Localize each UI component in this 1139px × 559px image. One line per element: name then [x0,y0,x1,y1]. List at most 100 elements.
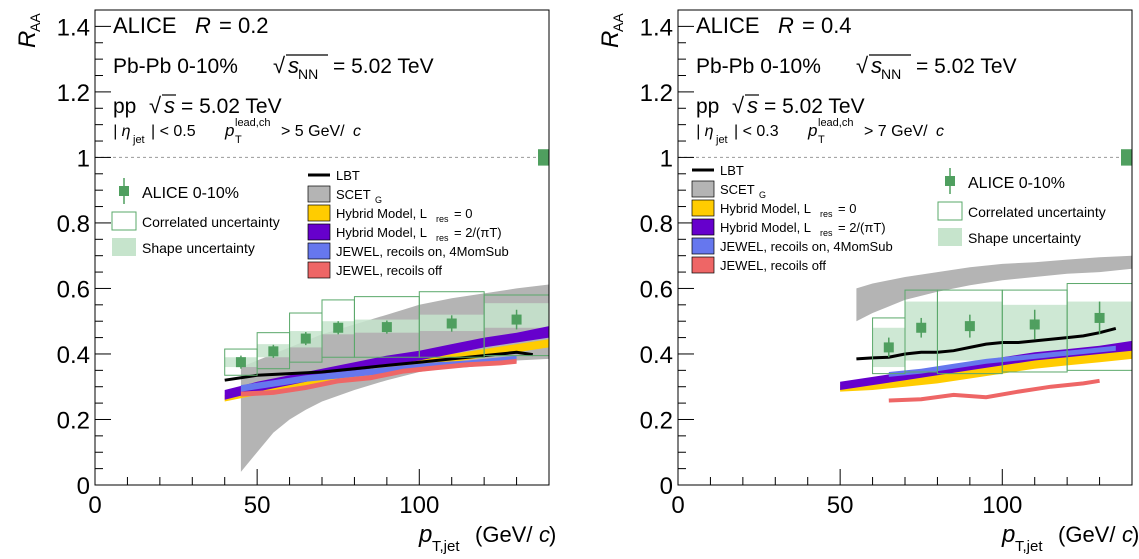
annotation-eta-sub: jet [132,134,145,146]
legend-shape-label: Shape uncertainty [968,230,1081,246]
jewel-recoils-off-band [240,358,517,397]
annotation-pp-sqrt: √ [732,93,745,118]
data-point [883,342,894,353]
y-tick-label: 0.8 [57,211,90,238]
legend-shape-marker [938,228,962,246]
x-axis-label-p: p [1001,521,1015,548]
data-point [511,314,522,325]
x-tick-label: 100 [399,492,439,519]
legend-jewel-on-marker [307,242,331,260]
y-tick-label: 0.8 [640,211,673,238]
annotation-pbpb: Pb-Pb 0-10% [113,55,238,78]
x-tick-label: 50 [827,492,854,519]
legend-jewel-off-label: JEWEL, recoils off [720,258,826,273]
legend-lbt-label: LBT [720,163,744,178]
y-axis-label-sub: AA [27,13,43,32]
data-point [300,333,311,344]
annotation-eta-sub: jet [715,134,728,146]
legend-shape-marker [112,238,136,256]
legend-jewel-on-label: JEWEL, recoils on, 4MomSub [336,244,509,259]
legend-lbt-label: LBT [336,168,360,183]
x-axis-label-unit: (GeV/ [475,522,533,547]
legend-hyb0-label: Hybrid Model, L [336,206,427,221]
legend-corr-label: Correlated uncertainty [142,214,280,230]
legend-scet-marker [691,180,715,198]
y-tick-label: 1 [77,145,90,172]
legend-hyb2-tail: = 2/(πT) [454,225,502,240]
legend-shape-label: Shape uncertainty [142,240,255,256]
legend-jewel-on-marker [691,237,715,255]
y-tick-label: 0.6 [57,276,90,303]
data-point [446,318,457,329]
annotation-pp-s: s [164,93,175,118]
annotation-pp-energy: = 5.02 TeV [764,95,865,118]
legend-scet-marker [307,185,331,203]
x-axis-label-close: ) [1132,522,1139,547]
x-tick-label: 0 [671,492,684,519]
annotation-pt-cut: > 7 GeV/ [864,123,928,140]
y-tick-label: 1.4 [57,14,90,41]
legend-hyb0-marker [307,204,331,222]
annotation-pt-sup: lead,ch [818,117,853,129]
scet-band [856,255,1132,322]
data-point [1094,312,1105,323]
x-axis-label-close: ) [549,522,556,547]
annotation-eta: | η [696,123,714,140]
annotation-pt-c: c [936,123,944,140]
hybrid-l0-band [840,349,1132,392]
annotation-sqrt: √ [273,53,286,78]
plot-area [678,156,1132,403]
legend-jewel-on-label: JEWEL, recoils on, 4MomSub [720,239,893,254]
annotation-r-value: = 0.2 [219,13,269,38]
annotation-pt-sup: lead,ch [235,117,270,129]
jewel-recoils-off-line [888,378,1100,403]
plot-area [95,156,549,472]
legend-corr-marker [111,211,137,231]
data-point [235,357,246,368]
x-tick-label: 0 [88,492,101,519]
annotation-pt-c: c [353,123,361,140]
y-tick-label: 0.2 [640,407,673,434]
y-tick-label: 0.6 [640,276,673,303]
legend-hyb2-tail: = 2/(πT) [838,220,886,235]
annotation-s: s [288,53,299,78]
x-axis-label-sub: T,jet [432,538,460,554]
y-tick-label: 1 [660,145,673,172]
x-tick-label: 100 [982,492,1022,519]
data-point [268,346,279,357]
legend-hyb0-tail: = 0 [838,201,856,216]
legend-scet-label: SCET [720,182,755,197]
legend-jewel-off-label: JEWEL, recoils off [336,263,442,278]
x-axis-label-c: c [1122,522,1133,547]
legend-data-label: ALICE 0-10% [142,185,239,202]
y-tick-label: 0.4 [640,342,673,369]
x-tick-label: 50 [244,492,271,519]
annotation-nn: NN [298,66,318,82]
annotation-energy: = 5.02 TeV [333,55,434,78]
legend-jewel-off-marker [307,261,331,279]
legend-data-marker [119,186,129,196]
y-tick-label: 1.2 [640,80,673,107]
x-axis-label-p: p [418,521,432,548]
annotation-sqrt: √ [856,53,869,78]
annotation-pp-s: s [747,93,758,118]
annotation-pp-sqrt: √ [149,93,162,118]
annotation-r-value: = 0.4 [802,13,852,38]
y-tick-label: 1.2 [57,80,90,107]
legend-hyb0-sub: res [436,214,449,224]
legend-hyb2-marker [307,223,331,241]
annotation-s: s [871,53,882,78]
legend-hyb2-sub: res [436,233,449,243]
y-tick-label: 1.4 [640,14,673,41]
annotation-pp-energy: = 5.02 TeV [181,95,282,118]
global-uncertainty-box [538,149,549,166]
legend-jewel-off-marker [691,256,715,274]
y-tick-label: 0.2 [57,407,90,434]
annotation-pp: pp [696,95,719,118]
annotation-r: R [195,13,211,38]
legend-hyb0-label: Hybrid Model, L [720,201,811,216]
annotation-nn: NN [881,66,901,82]
